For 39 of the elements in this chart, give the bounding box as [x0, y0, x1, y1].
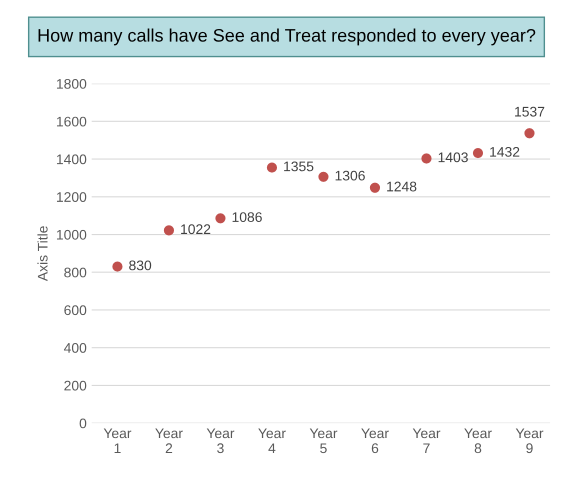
- y-tick-label: 200: [64, 380, 86, 391]
- y-tick-label: 1800: [56, 78, 86, 89]
- point: [472, 148, 484, 158]
- x-tick-label: Year 2: [155, 428, 183, 454]
- y-tick-label: 1400: [56, 154, 86, 164]
- y-tick-label: 1000: [56, 230, 86, 240]
- point: [370, 182, 380, 193]
- x-tick-label: Year 6: [361, 428, 389, 454]
- point: [318, 172, 329, 182]
- x-tick-label: Year 5: [310, 428, 338, 454]
- y-tick-label: 600: [64, 305, 86, 316]
- point: [266, 162, 278, 173]
- y-tick-label: 1600: [56, 116, 86, 127]
- data-label: 1432: [490, 146, 520, 157]
- x-tick-label: Year 3: [206, 428, 234, 454]
- x-tick-label: Year 9: [516, 428, 544, 454]
- data-label: 1248: [387, 182, 416, 192]
- x-tick-label: Year 1: [104, 428, 132, 454]
- data-label: 1086: [232, 212, 262, 222]
- point: [421, 153, 432, 164]
- point: [215, 213, 226, 224]
- y-tick-label: 1200: [56, 192, 86, 202]
- x-tick-label: Year 4: [258, 428, 286, 454]
- point: [164, 225, 174, 236]
- y-tick-label: 0: [80, 418, 86, 428]
- y-tick-label: 400: [64, 343, 86, 353]
- y-tick-label: 800: [64, 268, 86, 278]
- data-label: 830: [129, 260, 152, 270]
- y-axis-title: Axis Title: [37, 226, 48, 282]
- point: [112, 261, 123, 272]
- data-label: 1355: [284, 161, 314, 172]
- chart-title: How many calls have See and Treat responded to every year?: [38, 28, 536, 46]
- data-label: 1022: [181, 224, 210, 234]
- x-tick-label: Year 8: [464, 428, 492, 454]
- point: [524, 128, 535, 138]
- data-label: 1537: [515, 106, 544, 117]
- x-tick-label: Year 7: [412, 428, 440, 454]
- data-label: 1306: [336, 170, 365, 181]
- data-label: 1403: [438, 152, 468, 162]
